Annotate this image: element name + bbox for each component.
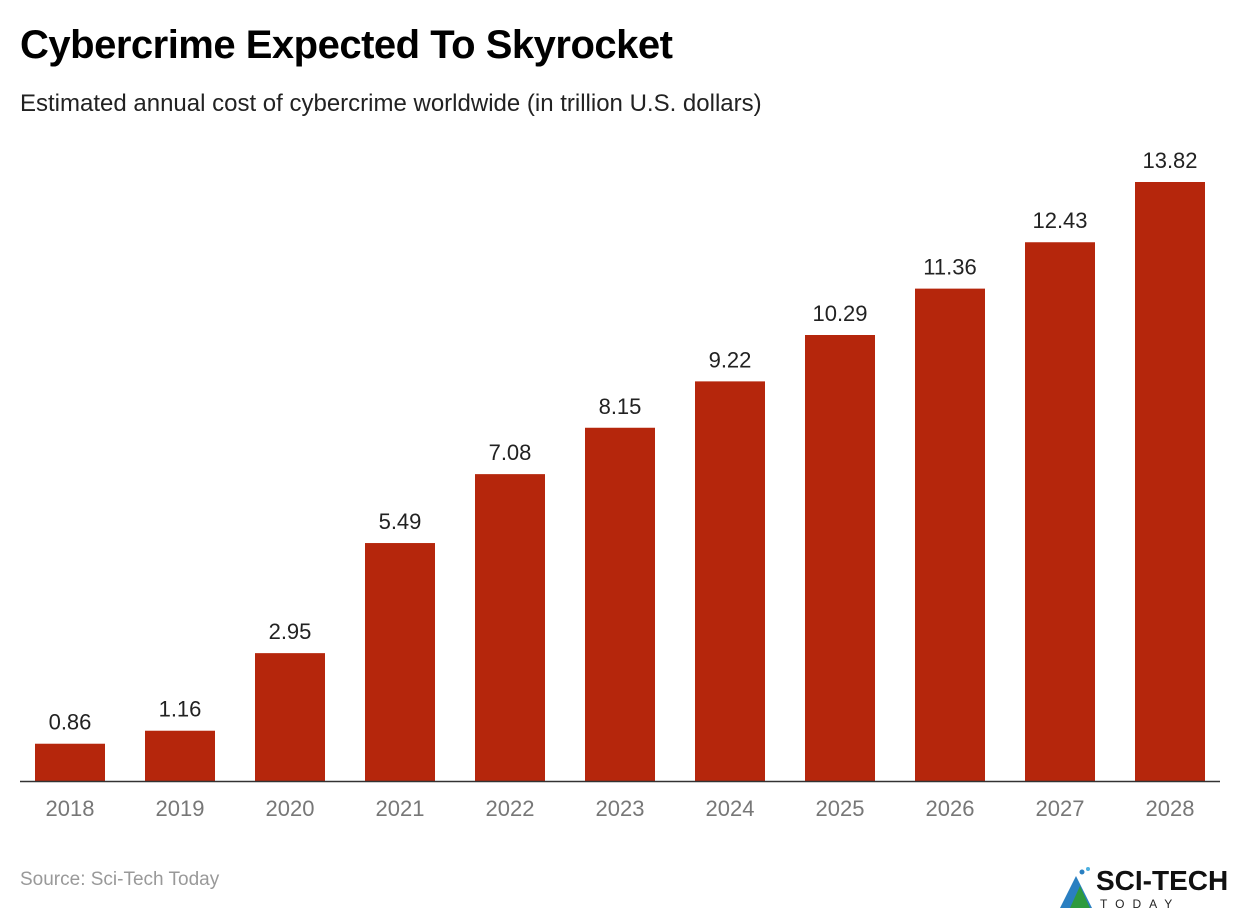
bar-2028: [1135, 182, 1205, 781]
x-tick-label-2023: 2023: [596, 796, 645, 821]
logo-text: SCI-TECH: [1096, 865, 1229, 896]
data-label-2024: 9.22: [709, 347, 752, 372]
data-label-2022: 7.08: [489, 440, 532, 465]
bar-2026: [915, 288, 985, 781]
data-label-2026: 11.36: [923, 255, 976, 280]
data-label-2019: 1.16: [159, 697, 202, 722]
data-label-2028: 13.82: [1142, 148, 1197, 173]
logo-mark-icon: [1060, 867, 1092, 908]
sci-tech-today-logo: SCI-TECH TODAY: [1058, 866, 1238, 912]
x-tick-label-2021: 2021: [376, 796, 425, 821]
x-tick-label-2026: 2026: [926, 796, 975, 821]
bar-2022: [475, 474, 545, 781]
x-tick-label-2025: 2025: [816, 796, 865, 821]
bar-2023: [585, 427, 655, 781]
x-tick-label-2028: 2028: [1146, 796, 1195, 821]
bar-2019: [145, 730, 215, 781]
source-note: Source: Sci-Tech Today: [20, 869, 220, 890]
data-label-2020: 2.95: [269, 619, 312, 644]
chart-subtitle: Estimated annual cost of cybercrime worl…: [20, 90, 762, 117]
bar-2024: [695, 381, 765, 781]
bar-2020: [255, 653, 325, 781]
bar-2025: [805, 335, 875, 781]
chart-title: Cybercrime Expected To Skyrocket: [20, 23, 673, 67]
data-label-2027: 12.43: [1032, 208, 1087, 233]
data-label-2023: 8.15: [599, 394, 642, 419]
data-label-2021: 5.49: [379, 509, 422, 534]
x-tick-label-2027: 2027: [1036, 796, 1085, 821]
x-tick-label-2018: 2018: [46, 796, 95, 821]
data-label-2018: 0.86: [49, 710, 92, 735]
x-tick-label-2022: 2022: [486, 796, 535, 821]
bar-2018: [35, 743, 105, 781]
bar-2027: [1025, 242, 1095, 781]
x-tick-label-2019: 2019: [156, 796, 205, 821]
bar-2021: [365, 543, 435, 781]
logo-subtext: TODAY: [1100, 897, 1181, 911]
x-tick-label-2024: 2024: [706, 796, 755, 821]
data-label-2025: 10.29: [812, 301, 867, 326]
x-tick-label-2020: 2020: [266, 796, 315, 821]
